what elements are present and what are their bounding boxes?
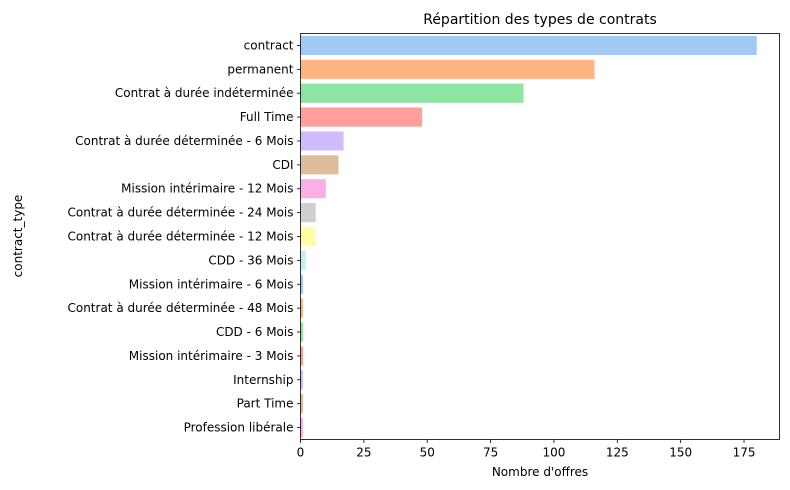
bar: [300, 203, 316, 223]
y-tick-label: Internship: [233, 373, 293, 387]
y-tick-label: Profession libérale: [184, 421, 294, 435]
bar: [300, 35, 757, 55]
y-axis-label: contract_type: [11, 195, 25, 278]
y-tick-label: Mission intérimaire - 6 Mois: [129, 277, 294, 291]
y-tick-label: CDD - 6 Mois: [216, 325, 294, 339]
x-ticks-group: 0 25 50 75 100 125 150 175: [297, 439, 756, 460]
bar: [300, 370, 304, 390]
bar: [300, 107, 423, 127]
x-tick-label: 25: [356, 446, 371, 460]
y-tick-label: Contrat à durée déterminée - 12 Mois: [67, 230, 293, 244]
bar: [300, 83, 524, 103]
chart-title: Répartition des types de contrats: [423, 12, 657, 28]
bar: [300, 298, 304, 318]
plot-frame: [300, 33, 780, 440]
bar: [300, 226, 316, 247]
x-tick-label: 75: [483, 446, 498, 460]
y-tick-label: Mission intérimaire - 12 Mois: [121, 182, 293, 196]
y-tick-label: permanent: [227, 62, 293, 76]
bar: [300, 394, 304, 414]
y-ticks-group: contract permanent Contrat à durée indéter…: [67, 38, 301, 435]
bar: [300, 155, 339, 175]
y-tick-label: contract: [244, 38, 294, 52]
bar: [300, 418, 304, 438]
bar: [300, 274, 304, 294]
y-tick-label: Mission intérimaire - 3 Mois: [129, 349, 294, 363]
y-tick-label: Part Time: [237, 397, 294, 411]
y-tick-label: CDD - 36 Mois: [208, 253, 293, 267]
x-tick-label: 175: [733, 446, 756, 460]
y-tick-label: CDI: [272, 158, 293, 172]
bars-group: [300, 35, 757, 438]
y-tick-label: Contrat à durée déterminée - 6 Mois: [75, 134, 293, 148]
x-tick-label: 0: [297, 446, 305, 460]
bar: [300, 179, 326, 199]
bar: [300, 322, 304, 342]
bar: [300, 346, 304, 366]
x-tick-label: 125: [606, 446, 629, 460]
y-tick-label: Contrat à durée indéterminée: [115, 86, 294, 100]
x-tick-label: 150: [669, 446, 692, 460]
bar: [300, 250, 306, 270]
x-tick-label: 100: [542, 446, 565, 460]
bar: [300, 59, 595, 79]
bar: [300, 131, 344, 151]
y-tick-label: Full Time: [240, 110, 294, 124]
y-tick-label: Contrat à durée déterminée - 24 Mois: [67, 206, 293, 220]
y-tick-label: Contrat à durée déterminée - 48 Mois: [67, 301, 293, 315]
x-axis-label: Nombre d'offres: [492, 465, 588, 479]
x-tick-label: 50: [420, 446, 435, 460]
